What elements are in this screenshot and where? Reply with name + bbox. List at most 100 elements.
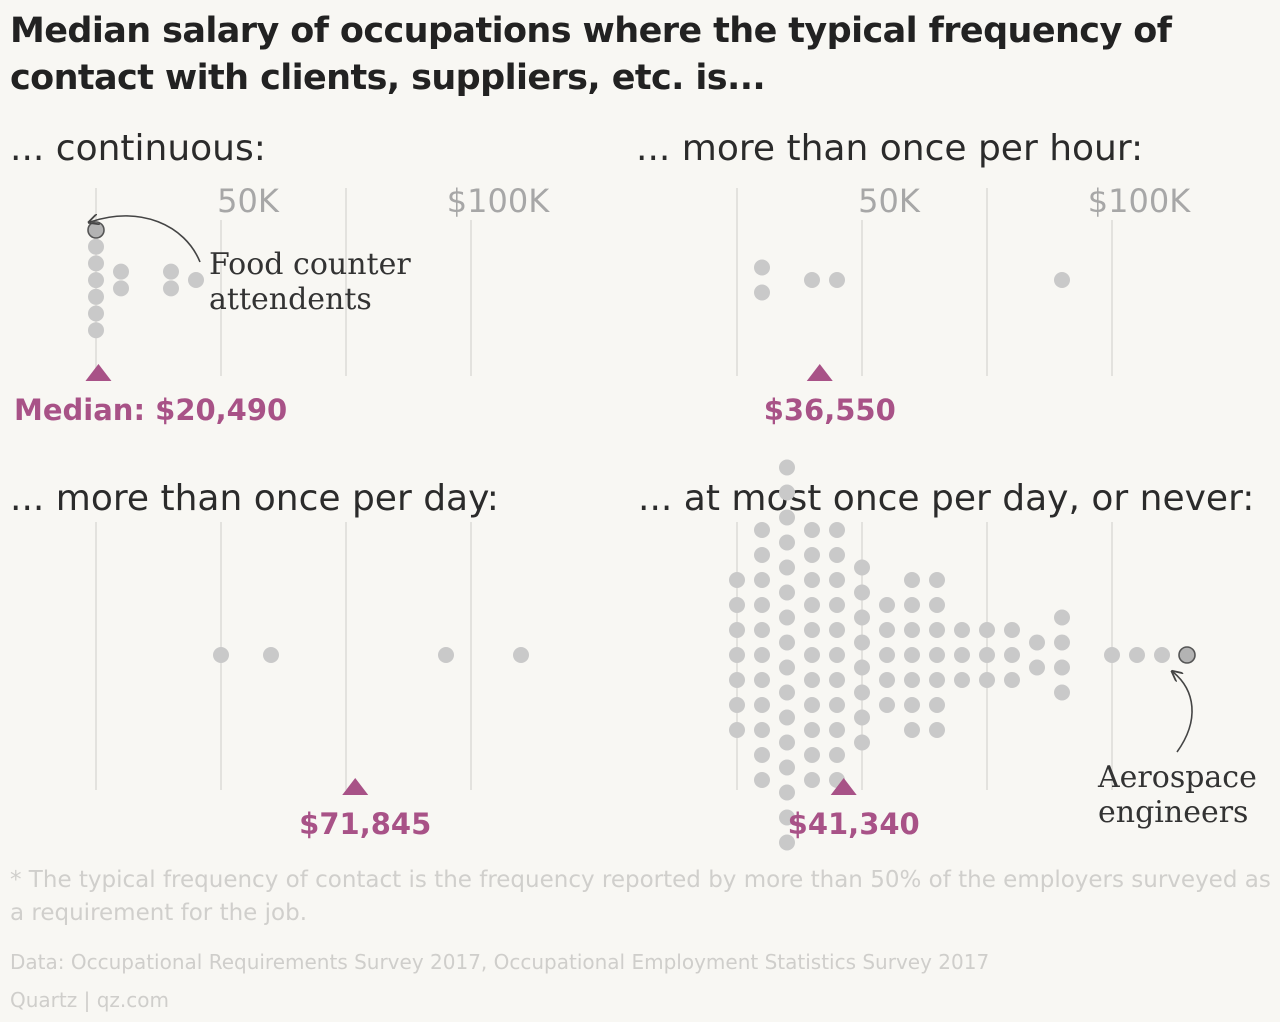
data-point <box>163 263 179 280</box>
data-point <box>729 697 745 713</box>
data-point <box>929 597 945 613</box>
data-point <box>1004 622 1020 638</box>
data-point <box>829 622 845 638</box>
data-point <box>854 634 870 651</box>
data-point <box>979 622 995 638</box>
tick-label: 50K <box>217 182 280 220</box>
data-point <box>113 263 129 280</box>
data-point <box>513 647 529 663</box>
data-point <box>754 284 770 301</box>
data-point <box>754 547 770 563</box>
chart-title: Median salary of occupations where the t… <box>10 11 1172 98</box>
data-point <box>88 272 104 289</box>
tick-label: $100K <box>447 182 550 220</box>
data-point <box>854 659 870 676</box>
median-marker <box>342 778 369 795</box>
data-point <box>929 697 945 713</box>
tick-label-bg <box>1099 182 1175 220</box>
data-point <box>829 722 845 738</box>
data-point <box>779 759 795 776</box>
tick-label-bg <box>458 182 534 220</box>
data-point <box>754 647 770 663</box>
data-point <box>829 272 845 288</box>
data-point <box>1054 609 1070 626</box>
data-point <box>1104 647 1120 663</box>
data-point <box>213 647 229 663</box>
annotation-arrow <box>1173 672 1193 753</box>
data-point <box>779 784 795 801</box>
data-point <box>754 722 770 738</box>
median-label: $41,340 <box>788 807 920 841</box>
data-point <box>729 622 745 638</box>
data-point <box>804 572 820 588</box>
data-point <box>188 272 204 288</box>
data-point <box>854 734 870 751</box>
data-point <box>779 484 795 501</box>
data-point <box>804 697 820 713</box>
data-point <box>804 672 820 688</box>
tick-label-bg <box>208 182 284 220</box>
data-point <box>754 572 770 588</box>
data-point <box>1004 672 1020 688</box>
data-point <box>904 622 920 638</box>
data-point <box>1029 634 1045 651</box>
data-point <box>779 684 795 701</box>
data-point <box>1054 659 1070 676</box>
data-point <box>904 647 920 663</box>
data-point <box>754 772 770 788</box>
data-point <box>1154 647 1170 663</box>
data-point <box>879 697 895 713</box>
data-point <box>754 259 770 276</box>
data-point <box>929 672 945 688</box>
annotation-label: Food counter <box>209 247 411 282</box>
data-point <box>829 697 845 713</box>
data-point <box>929 572 945 588</box>
data-point <box>754 622 770 638</box>
data-point <box>438 647 454 663</box>
median-label: $36,550 <box>764 393 896 427</box>
data-point <box>729 597 745 613</box>
credit: Quartz | qz.com <box>10 988 169 1012</box>
data-point <box>1129 647 1145 663</box>
data-point <box>829 547 845 563</box>
data-point <box>1004 647 1020 663</box>
data-point <box>804 272 820 288</box>
annotation-label: attendents <box>209 282 372 317</box>
data-point <box>779 534 795 551</box>
data-point <box>829 747 845 763</box>
data-point <box>88 305 104 322</box>
data-point <box>804 622 820 638</box>
data-point <box>729 647 745 663</box>
data-point <box>854 609 870 626</box>
panel-title: ... continuous: <box>10 128 266 169</box>
data-point <box>754 597 770 613</box>
data-point <box>1029 659 1045 676</box>
data-point <box>804 722 820 738</box>
data-point <box>163 280 179 297</box>
data-point <box>854 709 870 726</box>
data-point <box>779 809 795 826</box>
data-point <box>729 672 745 688</box>
panel-title: ... more than once per day: <box>10 478 499 519</box>
median-label: $71,845 <box>299 807 431 841</box>
data-point <box>779 609 795 626</box>
data-point <box>904 572 920 588</box>
data-point <box>904 722 920 738</box>
data-point <box>779 459 795 476</box>
data-point <box>779 659 795 676</box>
data-point <box>929 722 945 738</box>
data-point <box>954 647 970 663</box>
data-point <box>829 672 845 688</box>
data-point <box>979 672 995 688</box>
data-point <box>879 672 895 688</box>
data-point <box>729 572 745 588</box>
median-marker <box>806 364 833 381</box>
annotation-label: Aerospace <box>1097 760 1257 795</box>
data-point <box>829 522 845 538</box>
data-point <box>829 597 845 613</box>
data-point <box>904 697 920 713</box>
data-point <box>88 322 104 339</box>
data-point <box>754 747 770 763</box>
data-point <box>879 647 895 663</box>
source-note: Data: Occupational Requirements Survey 2… <box>10 950 990 974</box>
